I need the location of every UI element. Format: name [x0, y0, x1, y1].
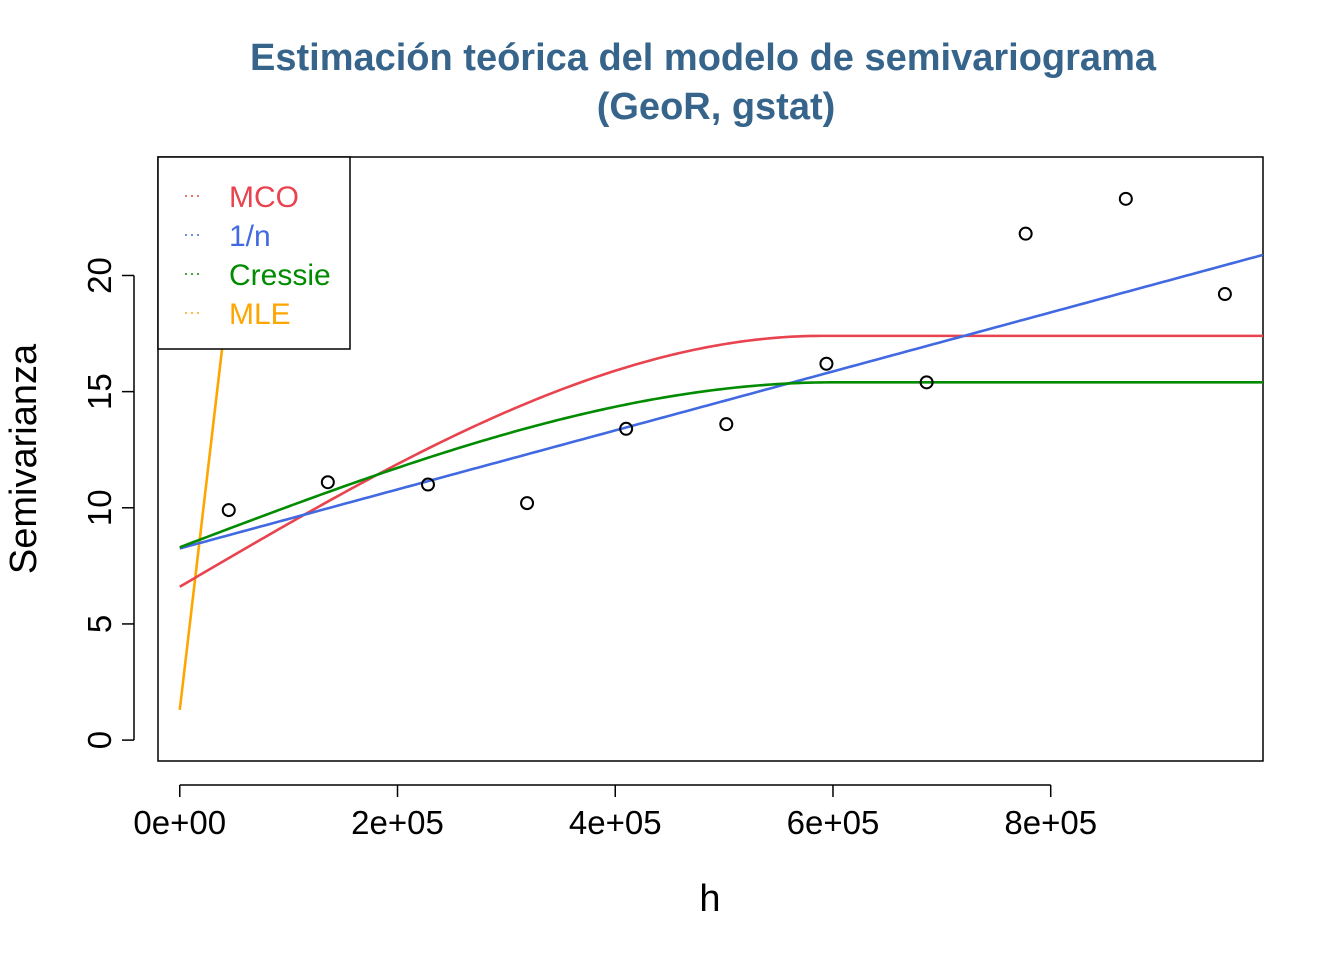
model-lines	[178, 157, 1263, 711]
series-line-1n	[179, 253, 1263, 550]
legend-label: MLE	[229, 298, 291, 331]
data-point	[420, 477, 435, 492]
x-axis: 0e+00 2e+05 4e+05 6e+05 8e+05	[133, 784, 1097, 841]
data-point	[619, 421, 634, 436]
x-tick-label: 0e+00	[133, 804, 226, 841]
chart-title: Estimación teórica del modelo de semivar…	[250, 37, 1157, 79]
plot-frame	[157, 156, 1264, 762]
data-points	[221, 191, 1232, 518]
legend-item-mco: MCO	[185, 181, 299, 214]
data-point	[819, 356, 834, 371]
x-axis-label: h	[699, 878, 720, 920]
x-tick-label: 8e+05	[1004, 804, 1097, 841]
legend: MCO 1/n Cressie MLE	[157, 156, 351, 350]
data-point	[1018, 226, 1033, 241]
y-tick-label: 10	[81, 489, 118, 526]
legend-label: 1/n	[229, 220, 271, 253]
y-axis-label: Semivarianza	[3, 343, 45, 574]
legend-box	[157, 156, 351, 350]
series-line-mco	[179, 334, 1263, 588]
y-tick-label: 20	[81, 257, 118, 294]
legend-item-1n: 1/n	[185, 220, 271, 253]
x-tick-label: 2e+05	[351, 804, 444, 841]
y-tick-label: 0	[81, 731, 118, 749]
x-tick-label: 4e+05	[569, 804, 662, 841]
data-point	[1118, 191, 1133, 206]
series-line-cressie	[179, 381, 1263, 549]
chart-subtitle: (GeoR, gstat)	[597, 86, 836, 128]
data-point	[320, 475, 335, 490]
x-tick-label: 6e+05	[787, 804, 880, 841]
data-point	[719, 417, 734, 432]
data-point	[1217, 287, 1232, 302]
legend-label: Cressie	[229, 259, 331, 292]
data-point	[221, 503, 236, 518]
data-point	[520, 496, 535, 511]
legend-item-cressie: Cressie	[185, 259, 331, 292]
y-axis: 0 5 10 15 20	[81, 257, 135, 749]
y-tick-label: 5	[81, 615, 118, 633]
data-point	[919, 375, 934, 390]
legend-item-mle: MLE	[185, 298, 291, 331]
legend-label: MCO	[229, 181, 299, 214]
y-tick-label: 15	[81, 373, 118, 410]
